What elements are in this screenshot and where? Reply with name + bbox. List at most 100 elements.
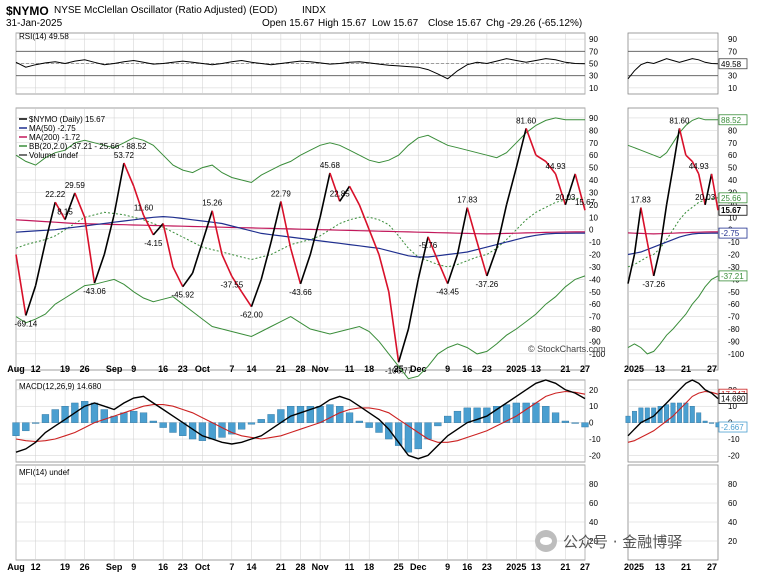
zoom-y-tick-label-macd: -10 — [728, 435, 740, 444]
price-segment — [339, 185, 351, 202]
watermark-text: 公众号 · 金融博驿 — [563, 532, 683, 551]
price-segment — [476, 241, 488, 277]
zoom-macd-line — [627, 379, 719, 437]
zoom-x-tick-label-bottom: 27 — [707, 562, 717, 572]
zoom-macd-histogram-bar — [709, 422, 715, 424]
x-tick-label: 18 — [364, 364, 374, 374]
zoom-ma50-line — [627, 232, 719, 256]
exchange: INDX — [302, 5, 326, 16]
macd-histogram-bar — [218, 422, 226, 438]
x-tick-label-bottom: 16 — [158, 562, 168, 572]
y-tick-label-main: 60 — [589, 151, 598, 160]
zoom-price-segment — [659, 204, 668, 249]
value-annotation: 22.85 — [330, 189, 351, 198]
value-tag-label: -2.667 — [721, 423, 744, 432]
x-tick-label: 11 — [345, 364, 355, 374]
price-segment — [368, 229, 380, 255]
price-segment — [407, 279, 420, 330]
y-tick-label-main: 50 — [589, 164, 598, 173]
macd-histogram-bar — [149, 420, 157, 423]
x-tick-label-bottom: 19 — [60, 562, 70, 572]
value-tag-label: 49.58 — [721, 60, 742, 69]
zoom-price-segment — [672, 128, 681, 168]
zoom-price-segment — [633, 207, 642, 255]
price-segment — [397, 328, 410, 363]
zoom-y-tick-label-rsi: 10 — [728, 84, 737, 93]
zoom-x-tick-label: 21 — [681, 364, 691, 374]
macd-histogram-bar — [424, 422, 432, 440]
value-tag — [718, 192, 748, 204]
macd-histogram-bar — [522, 402, 530, 423]
price-change: Chg -29.26 (-65.12%) — [486, 18, 583, 29]
value-tag — [718, 58, 748, 70]
y-tick-label-rsi: 70 — [589, 47, 598, 56]
value-annotation: 81.60 — [516, 116, 537, 125]
x-tick-label-bottom: Nov — [312, 562, 329, 572]
value-tag — [718, 270, 748, 282]
value-annotation: -4.15 — [144, 239, 163, 248]
price-segment — [515, 128, 527, 168]
y-tick-label-main: -60 — [589, 300, 601, 309]
zoom-macd-histogram-bar — [644, 407, 650, 423]
value-annotation: 8.15 — [57, 208, 73, 217]
value-annotation: -45.92 — [171, 291, 194, 300]
macd-histogram-bar — [306, 406, 314, 423]
rsi-line — [15, 58, 586, 80]
x-tick-label: 16 — [462, 364, 472, 374]
value-annotation: 29.59 — [65, 181, 86, 190]
macd-histogram-bar — [31, 422, 40, 424]
macd-histogram-bar — [257, 419, 265, 423]
x-tick-label-bottom: 27 — [580, 562, 590, 572]
x-tick-label-bottom: Sep — [106, 562, 123, 572]
mfi-label: MFI(14) undef — [19, 468, 70, 477]
macd-histogram-bar — [444, 415, 452, 423]
value-annotation: -37.55 — [220, 280, 243, 289]
y-tick-label-rsi: 30 — [589, 72, 598, 81]
zoom-bb-middle-line — [627, 197, 719, 268]
zoom-price-segment — [652, 248, 661, 277]
price-segment — [545, 160, 557, 175]
price-segment — [182, 272, 194, 288]
macd-histogram-bar — [22, 422, 30, 432]
value-annotation: 15.67 — [575, 198, 596, 207]
y-tick-label-macd: 10 — [589, 402, 598, 411]
zoom-y-tick-label-mfi: 80 — [728, 480, 737, 489]
y-tick-label-main: -20 — [589, 251, 601, 260]
zoom-price-segment — [665, 167, 674, 205]
y-tick-label-macd: 20 — [589, 386, 598, 395]
zoom-y-tick-label-main: -100 — [728, 350, 745, 359]
zoom-y-tick-label-main: -90 — [728, 337, 740, 346]
zoom-price-segment — [640, 207, 649, 243]
price-segment — [54, 201, 66, 220]
value-tag-label: -37.21 — [721, 272, 744, 281]
price-segment — [250, 279, 263, 307]
zoom-y-tick-label-main: -50 — [728, 288, 740, 297]
ohlc-high: High 15.67 — [318, 18, 367, 29]
legend-entry: BB(20,2.0) -37.21 - 25.66 - 88.52 — [29, 142, 147, 151]
x-tick-label-bottom: 9 — [131, 562, 136, 572]
x-tick-label: 26 — [80, 364, 90, 374]
zoom-y-tick-label-main: 10 — [728, 213, 737, 222]
price-segment — [495, 204, 508, 249]
y-tick-label-macd: -20 — [589, 451, 601, 460]
macd-histogram-bar — [169, 422, 177, 433]
x-tick-label-bottom: 13 — [531, 562, 541, 572]
x-tick-label-bottom: 25 — [394, 562, 404, 572]
zoom-frame-main — [627, 107, 719, 371]
price-segment — [93, 254, 106, 284]
y-tick-label-macd: -10 — [589, 435, 601, 444]
zoom-macd-histogram-bar — [683, 402, 689, 423]
price-segment — [132, 185, 145, 216]
macd-signal-line — [15, 390, 586, 443]
price-segment — [299, 254, 312, 285]
value-annotation: 20.03 — [555, 193, 576, 202]
macd-histogram-bar — [267, 414, 275, 423]
value-tag — [718, 114, 748, 126]
price-segment — [201, 210, 213, 243]
zoom-x-tick-label: 27 — [707, 364, 717, 374]
price-segment — [280, 201, 292, 249]
price-segment — [83, 217, 96, 284]
x-tick-label: 19 — [60, 364, 70, 374]
x-tick-label: 21 — [276, 364, 286, 374]
price-segment — [191, 241, 204, 274]
